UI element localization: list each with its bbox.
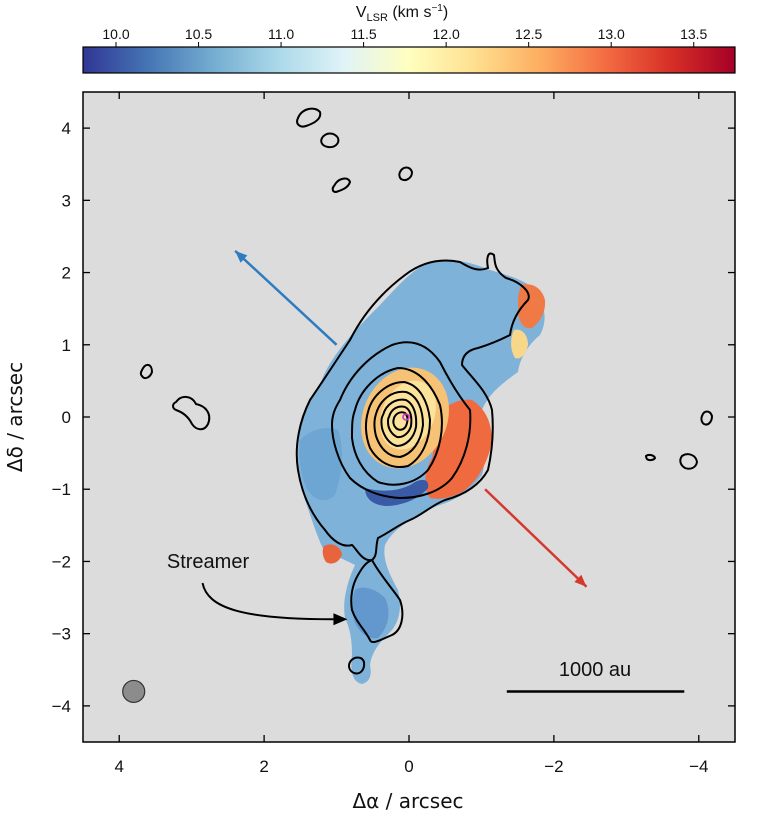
colorbar-tick-label: 13.0 xyxy=(598,26,625,42)
x-tick-label: 0 xyxy=(404,757,413,776)
contour-island-7 xyxy=(700,410,714,426)
streamer-arrow xyxy=(201,582,348,626)
y-axis-title: Δδ / arcsec xyxy=(3,362,27,472)
colorbar xyxy=(82,46,736,74)
velocity-region-ne-yellow xyxy=(511,329,528,359)
y-tick-label: −1 xyxy=(52,480,71,499)
x-tick-label: −4 xyxy=(689,757,708,776)
peak-marker xyxy=(402,413,410,421)
colorbar-tick-label: 12.0 xyxy=(433,26,460,42)
blue-outflow-arrow xyxy=(234,249,338,346)
contour-7 xyxy=(386,405,413,439)
contour-island-5 xyxy=(139,364,154,380)
contour-5 xyxy=(373,390,425,459)
contour-island-8 xyxy=(644,453,657,462)
intensity-contours xyxy=(139,107,714,675)
x-tick-label: −2 xyxy=(544,757,563,776)
x-tick-label: 4 xyxy=(114,757,123,776)
colorbar-tick-label: 11.5 xyxy=(350,26,376,42)
arrows xyxy=(201,249,588,626)
y-tick-label: −4 xyxy=(52,697,71,716)
velocity-region-west xyxy=(299,428,342,501)
contour-6 xyxy=(380,398,418,448)
colorbar-tick-label: 12.5 xyxy=(515,26,542,42)
x-axis-title: Δα / arcsec xyxy=(352,789,463,813)
y-tick-label: 3 xyxy=(62,191,71,210)
contour-island-9 xyxy=(679,453,699,470)
streamer-label: Streamer xyxy=(167,551,250,573)
contour-streamer xyxy=(350,559,404,644)
contour-island-3 xyxy=(331,177,352,194)
colorbar-tick-label: 13.5 xyxy=(680,26,707,42)
y-axis: 4 3 2 1 0 −1 −2 −3 −4 xyxy=(52,119,735,716)
y-tick-label: −3 xyxy=(52,625,71,644)
contour-8 xyxy=(392,411,409,431)
beam-ellipse xyxy=(122,679,146,704)
y-tick-label: 2 xyxy=(62,264,71,283)
colorbar-tick-label: 10.0 xyxy=(102,26,129,42)
contour-4 xyxy=(364,380,432,468)
y-tick-label: 4 xyxy=(62,119,71,138)
velocity-region-sw-patch xyxy=(322,544,342,564)
contour-2 xyxy=(330,341,472,500)
contour-island-6 xyxy=(172,396,211,431)
contour-island-10 xyxy=(348,656,366,675)
velocity-map xyxy=(139,107,714,684)
x-tick-label: 2 xyxy=(259,757,268,776)
contour-island-2 xyxy=(320,132,340,149)
contour-island-1 xyxy=(296,107,322,128)
y-tick-label: 0 xyxy=(62,408,71,427)
y-tick-label: −2 xyxy=(52,552,71,571)
colorbar-tick-label: 11.0 xyxy=(268,26,294,42)
colorbar-title: VLSR (km s−1) xyxy=(356,3,448,24)
red-outflow-arrow xyxy=(484,488,588,588)
contour-3 xyxy=(350,366,443,486)
colorbar-tick-label: 10.5 xyxy=(185,26,212,42)
velocity-region-envelope xyxy=(297,260,545,684)
velocity-region-ne-finger xyxy=(518,284,546,329)
x-axis: 4 2 0 −2 −4 xyxy=(114,92,708,776)
contour-outer xyxy=(295,252,530,562)
velocity-region-dark-arc xyxy=(365,479,429,506)
scale-bar-label: 1000 au xyxy=(559,659,631,681)
contour-island-4 xyxy=(398,166,414,182)
y-tick-label: 1 xyxy=(62,336,71,355)
colorbar-ticks: 10.0 10.5 11.0 11.5 12.0 12.5 13.0 13.5 xyxy=(102,26,708,47)
